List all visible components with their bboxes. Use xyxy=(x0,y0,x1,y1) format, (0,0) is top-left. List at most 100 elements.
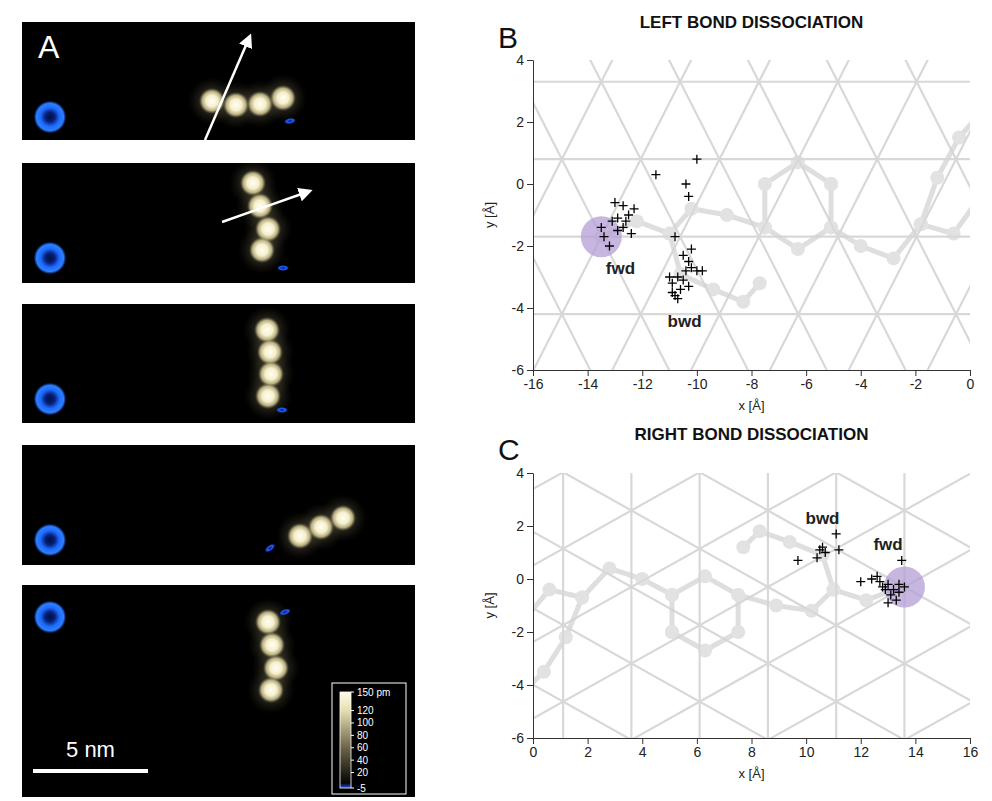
molecule-atom xyxy=(758,177,772,191)
tick-label: 2 xyxy=(516,518,524,534)
colorbar-tick-label: 150 pm xyxy=(357,687,390,698)
adatom xyxy=(34,601,66,633)
lattice-line xyxy=(533,60,948,370)
lattice-line xyxy=(533,60,970,370)
axis-line xyxy=(533,474,534,739)
lattice-line xyxy=(533,473,970,617)
molecule-atom xyxy=(824,177,838,191)
molecule-atom xyxy=(731,625,745,639)
molecule-lobe xyxy=(255,383,281,409)
molecule-bond xyxy=(921,116,970,225)
molecule-atom xyxy=(824,220,838,234)
tick: 2 xyxy=(584,738,592,760)
tick-label: 4 xyxy=(516,465,524,481)
lattice-line xyxy=(533,473,970,738)
stm-frame xyxy=(22,22,415,140)
molecule-atom xyxy=(575,591,589,605)
colorbar-tick xyxy=(351,760,354,761)
lattice-line xyxy=(699,473,701,738)
frame-background xyxy=(22,22,415,140)
site xyxy=(884,566,925,607)
colorbar-tick xyxy=(351,692,354,693)
figure: A5 nm150 pm12010080604020-5LEFT BOND DIS… xyxy=(0,0,992,801)
molecule-atom xyxy=(947,227,961,241)
molecule-atom xyxy=(575,591,589,605)
tick-label: 6 xyxy=(693,744,701,760)
depression xyxy=(278,607,291,617)
adatom xyxy=(34,383,66,415)
lattice xyxy=(533,473,970,738)
lattice-line xyxy=(533,473,970,738)
lattice-line xyxy=(533,60,970,370)
tick: 14 xyxy=(908,738,924,760)
lattice-line xyxy=(533,60,948,370)
chart-title: LEFT BOND DISSOCIATION xyxy=(640,13,864,32)
lattice-line xyxy=(649,60,970,370)
tick-mark xyxy=(527,579,533,580)
point xyxy=(698,266,707,275)
molecule-atom xyxy=(791,242,805,256)
plot-area xyxy=(533,473,970,738)
point xyxy=(892,596,901,605)
molecule-lobe xyxy=(223,92,249,118)
tick-label: 10 xyxy=(799,744,815,760)
molecule-atom xyxy=(824,177,838,191)
panel-label: C xyxy=(498,433,520,466)
molecule-lobe xyxy=(263,655,289,681)
frame-background xyxy=(22,585,415,797)
molecule-atom xyxy=(824,220,838,234)
lattice-line xyxy=(533,60,869,370)
tick: 0 xyxy=(530,738,538,760)
tick: -4 xyxy=(512,300,533,316)
point xyxy=(900,582,909,591)
tick-mark xyxy=(527,526,533,527)
series-0 xyxy=(856,556,909,607)
tick: -4 xyxy=(855,370,868,392)
arrow xyxy=(205,36,250,140)
tick-label: 2 xyxy=(584,744,592,760)
tick-label: -4 xyxy=(512,300,525,316)
point xyxy=(681,180,690,189)
tick: 16 xyxy=(963,738,979,760)
lattice-line xyxy=(533,473,970,738)
point xyxy=(684,192,693,201)
point xyxy=(884,598,893,607)
tick: -10 xyxy=(687,370,707,392)
molecule-lobe xyxy=(270,85,296,111)
molecule-lobe xyxy=(259,632,285,658)
point xyxy=(676,285,685,294)
tick: 4 xyxy=(516,52,533,68)
tick-mark xyxy=(527,685,533,686)
frame-background xyxy=(22,304,415,423)
tick-label: 4 xyxy=(639,744,647,760)
molecule-atom xyxy=(753,524,767,538)
tick-label: -14 xyxy=(578,376,598,392)
lattice-line xyxy=(533,60,632,370)
cluster-label: fwd xyxy=(873,535,902,554)
tick: 0 xyxy=(516,571,533,587)
arrow xyxy=(222,191,310,222)
lattice-line xyxy=(533,60,632,370)
point xyxy=(621,217,630,226)
lattice xyxy=(533,60,970,370)
panel-label: A xyxy=(38,29,60,65)
molecule-atom xyxy=(791,155,805,169)
tick-label: 0 xyxy=(516,571,524,587)
lattice-line xyxy=(533,313,970,315)
molecule-atom xyxy=(805,604,819,618)
tick-mark xyxy=(527,632,533,633)
tick: -6 xyxy=(800,370,813,392)
point xyxy=(597,223,606,232)
x-axis: -16-14-12-10-8-6-4-20 xyxy=(523,370,974,392)
molecule-lobe xyxy=(247,91,273,117)
molecule-atom xyxy=(731,588,745,602)
lattice-line xyxy=(533,60,970,370)
point xyxy=(651,170,660,179)
tick: -8 xyxy=(746,370,759,392)
molecule-atom xyxy=(684,202,698,216)
point xyxy=(613,214,622,223)
molecule-atom xyxy=(887,251,901,265)
tick-label: 16 xyxy=(963,744,979,760)
tick: 4 xyxy=(516,465,533,481)
adatom xyxy=(34,524,66,556)
